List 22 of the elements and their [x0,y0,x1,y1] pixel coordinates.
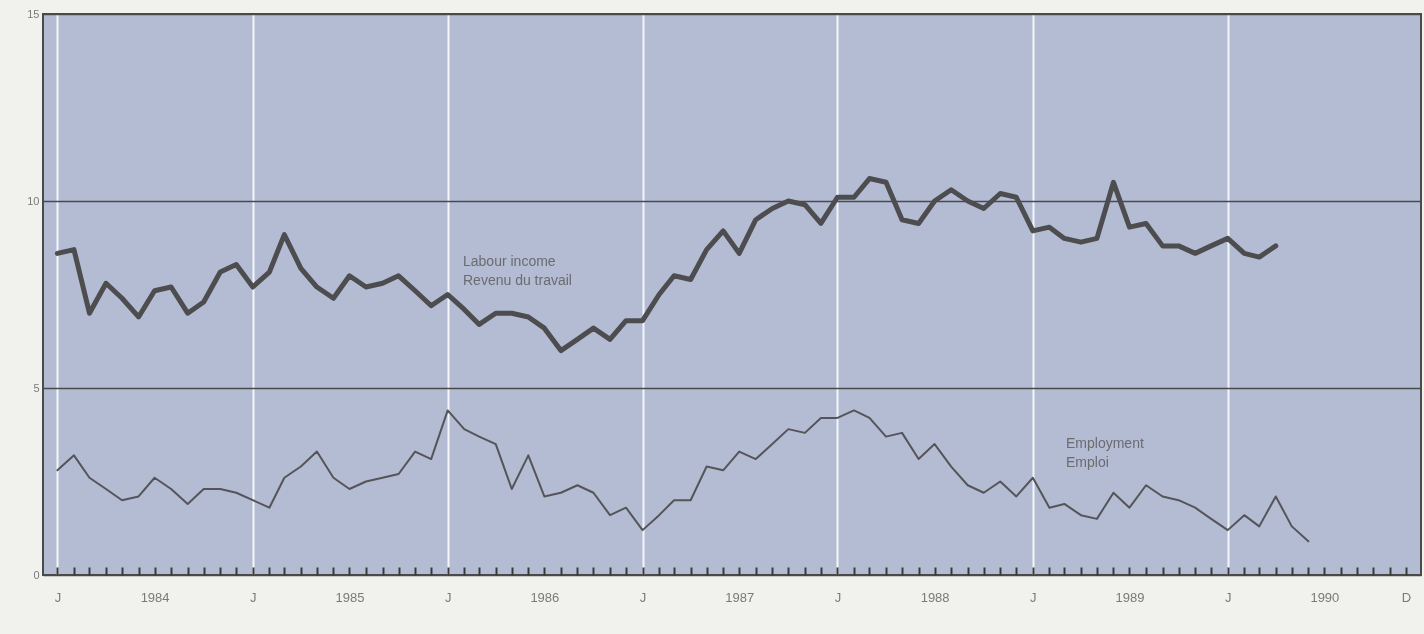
series-label: Employment Emploi [1066,435,1144,470]
x-tick-label: J [250,589,257,605]
y-tick-label: 5 [33,381,40,394]
x-tick-label: 1988 [920,589,950,605]
x-tick-label: J [1030,589,1037,605]
x-tick-label: J [1224,589,1232,605]
x-tick-label: 1990 [1310,589,1340,605]
x-tick-label: 1986 [530,589,560,605]
x-tick-label: J [639,589,647,605]
series-label: Labour income Revenu du travail [463,253,572,288]
x-tick-label: J [444,589,452,605]
x-tick-label: D [1401,589,1412,605]
x-tick-label: 1984 [140,589,170,605]
x-tick-label: 1985 [335,589,365,605]
y-tick-label: 15 [27,7,40,20]
y-tick-label: 10 [27,194,40,207]
x-tick-label: J [834,589,842,605]
line-series [56,409,1310,543]
x-tick-label: 1987 [725,589,755,605]
x-tick-label: 1989 [1115,589,1145,605]
y-tick-label: 0 [33,568,40,581]
x-tick-label: J [54,589,62,605]
